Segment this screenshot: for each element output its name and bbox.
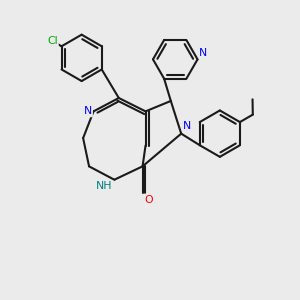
Text: N: N [84,106,92,116]
Text: NH: NH [96,181,113,191]
Text: Cl: Cl [47,36,58,46]
Text: N: N [199,48,207,58]
Text: N: N [183,121,191,131]
Text: O: O [144,195,153,205]
